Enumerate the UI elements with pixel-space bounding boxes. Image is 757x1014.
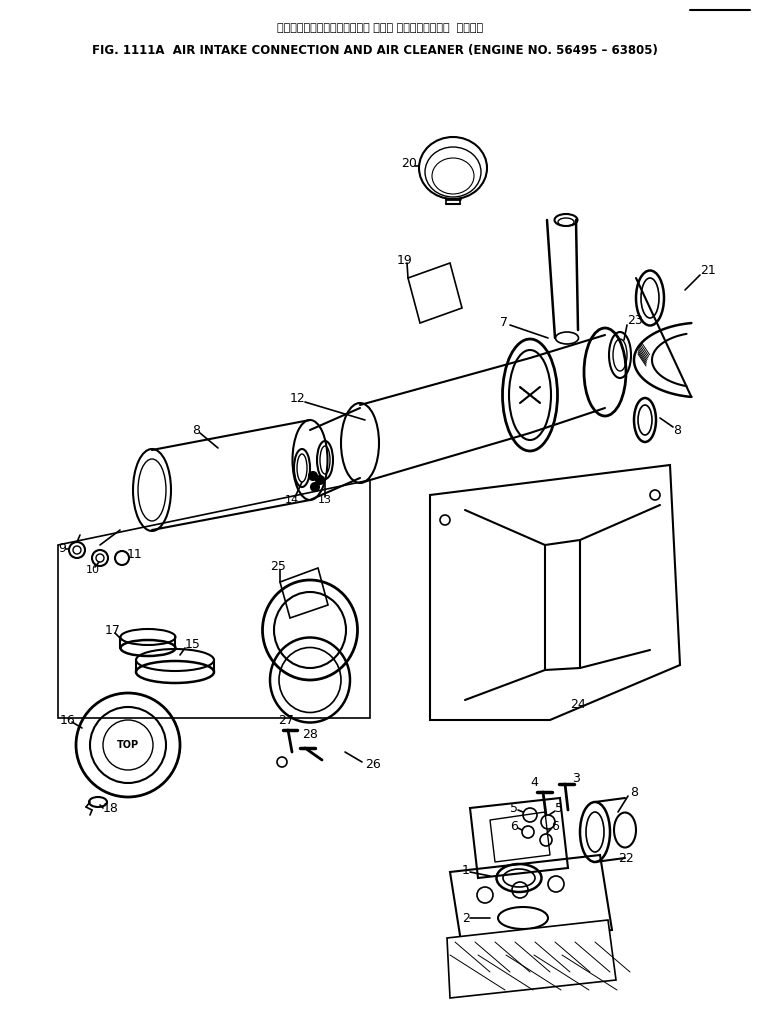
Text: 10: 10 bbox=[86, 565, 100, 575]
Polygon shape bbox=[447, 920, 616, 998]
Text: 7: 7 bbox=[500, 315, 508, 329]
Text: 17: 17 bbox=[105, 624, 121, 637]
Text: 16: 16 bbox=[60, 714, 76, 726]
Circle shape bbox=[309, 472, 317, 480]
Text: 19: 19 bbox=[397, 254, 413, 267]
Circle shape bbox=[316, 476, 324, 484]
Text: 8: 8 bbox=[630, 786, 638, 798]
Text: 1: 1 bbox=[462, 864, 470, 876]
Text: 8: 8 bbox=[673, 424, 681, 436]
Text: 26: 26 bbox=[365, 758, 381, 772]
Text: エアーインテークコネクション および エアークリーナー  適用号機: エアーインテークコネクション および エアークリーナー 適用号機 bbox=[277, 23, 483, 33]
Text: 18: 18 bbox=[103, 801, 119, 814]
Text: FIG. 1111A  AIR INTAKE CONNECTION AND AIR CLEANER (ENGINE NO. 56495 – 63805): FIG. 1111A AIR INTAKE CONNECTION AND AIR… bbox=[92, 44, 658, 57]
Text: 6: 6 bbox=[510, 819, 518, 832]
Text: TOP: TOP bbox=[117, 740, 139, 750]
Text: 28: 28 bbox=[302, 728, 318, 741]
Text: 12: 12 bbox=[290, 391, 306, 405]
Text: 9: 9 bbox=[58, 541, 66, 555]
Text: 11: 11 bbox=[127, 548, 143, 561]
Text: 13: 13 bbox=[318, 495, 332, 505]
Text: 25: 25 bbox=[270, 560, 286, 573]
Text: 5: 5 bbox=[510, 801, 518, 814]
Text: 20: 20 bbox=[401, 156, 417, 169]
Text: 14: 14 bbox=[285, 495, 299, 505]
Text: 4: 4 bbox=[530, 777, 538, 790]
Text: 23: 23 bbox=[627, 313, 643, 327]
Circle shape bbox=[311, 483, 319, 491]
Text: 8: 8 bbox=[192, 424, 200, 436]
Text: 22: 22 bbox=[618, 852, 634, 865]
Text: 24: 24 bbox=[570, 699, 586, 712]
Text: 27: 27 bbox=[278, 714, 294, 726]
Text: 6: 6 bbox=[551, 819, 559, 832]
Text: 15: 15 bbox=[185, 639, 201, 652]
Text: 21: 21 bbox=[700, 264, 716, 277]
Text: 5: 5 bbox=[555, 801, 563, 814]
Text: 2: 2 bbox=[462, 912, 470, 925]
Text: 3: 3 bbox=[572, 772, 580, 785]
